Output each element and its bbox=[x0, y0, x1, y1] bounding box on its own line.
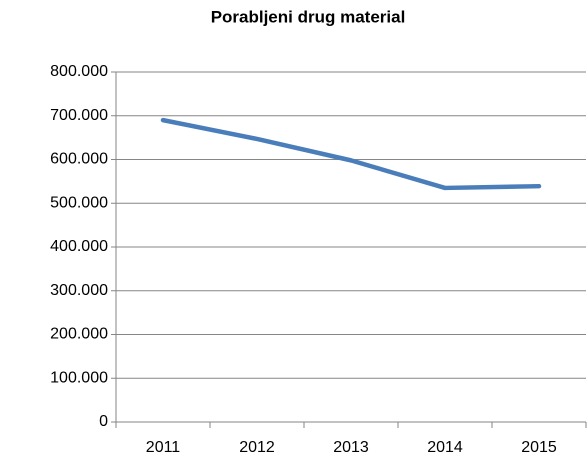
x-tick-label: 2015 bbox=[521, 439, 557, 456]
y-tick-label: 200.000 bbox=[50, 326, 108, 343]
y-tick-label: 800.000 bbox=[50, 63, 108, 80]
y-tick-label: 300.000 bbox=[50, 282, 108, 299]
y-tick-label: 400.000 bbox=[50, 238, 108, 255]
y-tick-label: 700.000 bbox=[50, 107, 108, 124]
y-tick-label: 500.000 bbox=[50, 194, 108, 211]
y-tick-label: 0 bbox=[99, 413, 108, 430]
y-tick-label: 100.000 bbox=[50, 369, 108, 386]
y-tick-label: 600.000 bbox=[50, 151, 108, 168]
chart-title: Porabljeni drug material bbox=[211, 7, 406, 26]
x-tick-label: 2013 bbox=[333, 439, 369, 456]
x-tick-label: 2012 bbox=[239, 439, 275, 456]
line bbox=[160, 117, 542, 191]
x-tick-label: 2011 bbox=[146, 439, 181, 456]
x-tick-label: 2014 bbox=[427, 439, 463, 456]
